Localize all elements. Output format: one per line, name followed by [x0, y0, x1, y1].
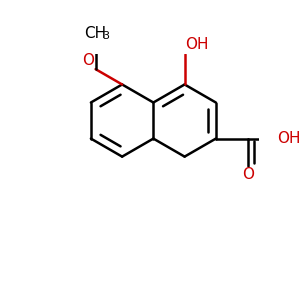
Text: OH: OH: [185, 37, 209, 52]
Text: O: O: [242, 167, 254, 182]
Text: OH: OH: [277, 131, 300, 146]
Text: CH: CH: [85, 26, 106, 40]
Text: 3: 3: [102, 32, 109, 41]
Text: O: O: [82, 53, 94, 68]
